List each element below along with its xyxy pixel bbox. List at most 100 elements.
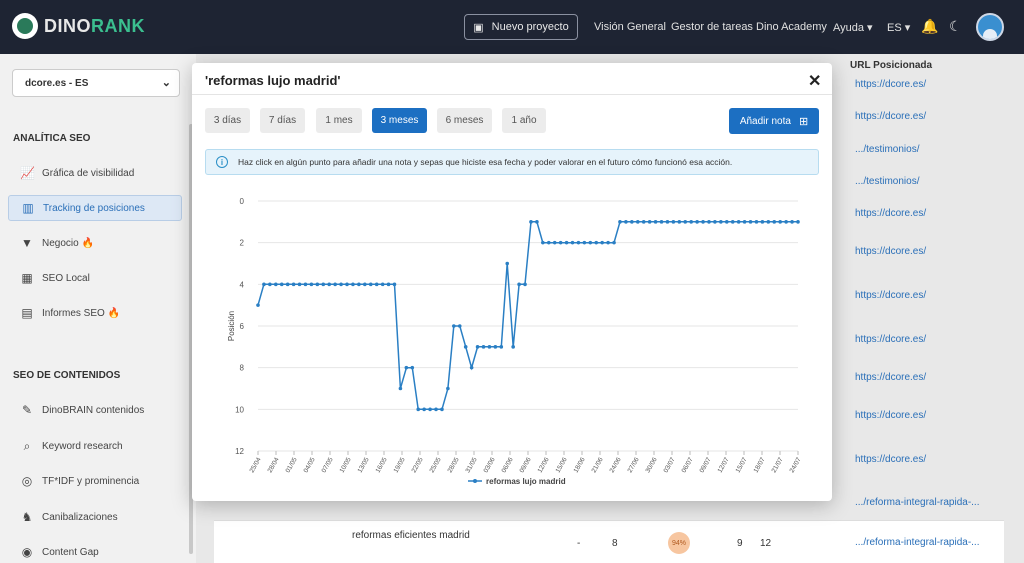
site-selector[interactable]: dcore.es - ES ⌄ [12, 69, 180, 97]
data-point [754, 220, 759, 224]
keyword-cell[interactable]: reformas eficientes madrid [352, 530, 470, 541]
url-link[interactable]: https://dcore.es/ [855, 79, 927, 90]
x-tick-label: 18/07 [753, 456, 767, 474]
table-row[interactable] [214, 520, 1004, 563]
data-point [285, 282, 290, 287]
data-point [600, 240, 604, 245]
sidebar-item-content-gap[interactable]: ◉ Content Gap [8, 539, 182, 563]
avatar[interactable] [976, 13, 1004, 41]
data-point [321, 282, 326, 287]
sidebar-item-local-seo[interactable]: ▦ SEO Local [8, 265, 182, 291]
url-link[interactable]: https://dcore.es/ [855, 111, 927, 122]
x-tick-label: 12/07 [717, 456, 731, 474]
data-point [416, 407, 421, 412]
number-cell: 12 [760, 538, 772, 549]
data-point [742, 220, 747, 224]
new-project-label: Nuevo proyecto [491, 21, 569, 33]
data-point [523, 282, 527, 287]
data-point [434, 407, 438, 412]
sidebar-item-visibility[interactable]: 📈 Gráfica de visibilidad [8, 160, 182, 186]
x-tick-label: 28/05 [447, 456, 461, 474]
data-point [529, 220, 533, 224]
url-link[interactable]: .../reforma-integral-rapida-... [855, 537, 980, 548]
nav-link-help[interactable]: Ayuda ▾ [833, 22, 873, 34]
logo-text-b: RANK [91, 15, 145, 36]
url-column-header[interactable]: URL Posicionada [850, 60, 933, 71]
series-line [257, 221, 798, 411]
sidebar-item-label: Informes SEO 🔥 [42, 307, 121, 319]
data-point [546, 240, 551, 245]
data-point [309, 282, 314, 287]
sidebar-item-tfidf[interactable]: ◎ TF*IDF y prominencia [8, 468, 182, 494]
data-point [653, 220, 658, 224]
url-link[interactable]: .../testimonios/ [855, 144, 920, 155]
sidebar-item-keyword-research[interactable]: ⌕ Keyword research [8, 433, 182, 459]
add-note-button[interactable]: Añadir nota ⊞ [729, 108, 819, 134]
nav-link-dino-academy[interactable]: Dino Academy [756, 21, 827, 33]
url-link[interactable]: .../reforma-integral-rapida-... [855, 497, 980, 508]
x-tick-label: 27/06 [627, 456, 641, 474]
sidebar-item-label: SEO Local [42, 272, 90, 284]
sidebar-item-cannibalization[interactable]: ♞ Canibalizaciones [8, 504, 182, 530]
url-link[interactable]: .../testimonios/ [855, 176, 920, 187]
language-selector[interactable]: ES ▾ [887, 22, 911, 34]
data-point [695, 220, 699, 224]
range-button-3-days[interactable]: 3 días [205, 108, 250, 133]
x-tick-label: 15/06 [555, 456, 569, 474]
sidebar-item-business[interactable]: ▼ Negocio 🔥 [8, 230, 182, 256]
data-point [363, 282, 367, 287]
data-point [790, 220, 794, 224]
url-link[interactable]: https://dcore.es/ [855, 208, 927, 219]
url-link[interactable]: https://dcore.es/ [855, 454, 927, 465]
sidebar-item-dinobrain[interactable]: ✎ DinoBRAIN contenidos [8, 397, 182, 423]
search-icon: ⌕ [23, 438, 31, 453]
data-point [380, 282, 385, 287]
url-link[interactable]: https://dcore.es/ [855, 334, 927, 345]
close-icon[interactable]: ✕ [808, 73, 822, 90]
info-icon: i [216, 156, 228, 168]
new-project-button[interactable]: ▣ Nuevo proyecto [464, 14, 578, 40]
range-button-3-months[interactable]: 3 meses [372, 108, 427, 133]
url-link[interactable]: https://dcore.es/ [855, 246, 927, 257]
data-point [689, 220, 693, 224]
url-link[interactable]: https://dcore.es/ [855, 410, 927, 421]
url-link[interactable]: https://dcore.es/ [855, 372, 927, 383]
moon-icon[interactable]: ☾ [949, 18, 962, 34]
data-point [588, 240, 593, 245]
site-selector-value: dcore.es - ES [25, 77, 89, 89]
data-point [594, 240, 599, 245]
x-tick-label: 28/04 [267, 456, 281, 474]
data-point [463, 345, 468, 349]
position-chart[interactable]: 0 2 4 6 8 10 12 Posición 25/04 28/04 01/05 04/05 07/… [192, 183, 832, 493]
sidebar-item-reports[interactable]: ▤ Informes SEO 🔥 [8, 300, 182, 326]
nav-link-vision-general[interactable]: Visión General [594, 21, 666, 33]
sidebar-item-label: DinoBRAIN contenidos [42, 404, 145, 416]
range-button-6-months[interactable]: 6 meses [437, 108, 492, 133]
url-link[interactable]: https://dcore.es/ [855, 290, 927, 301]
nav-link-task-manager[interactable]: Gestor de tareas [671, 21, 753, 33]
data-point [457, 324, 462, 328]
y-tick-label: 6 [240, 322, 245, 331]
range-button-1-year[interactable]: 1 año [502, 108, 546, 133]
data-point [606, 240, 610, 245]
range-button-1-month[interactable]: 1 mes [316, 108, 362, 133]
data-point [493, 345, 498, 349]
data-point [268, 282, 272, 287]
data-point [297, 282, 302, 287]
data-point [499, 345, 504, 349]
sidebar-item-tracking[interactable]: ▥ Tracking de posiciones [8, 195, 182, 221]
x-tick-label: 06/07 [681, 456, 695, 474]
x-tick-label: 25/05 [429, 456, 443, 474]
sidebar-scrollbar[interactable] [189, 124, 193, 554]
bell-icon[interactable]: 🔔 [921, 18, 939, 34]
x-tick-label: 22/05 [411, 456, 425, 474]
logo-text-a: DINO [44, 15, 91, 36]
x-tick-label: 16/05 [375, 456, 389, 474]
eye-icon: ◉ [21, 545, 33, 559]
range-button-7-days[interactable]: 7 días [260, 108, 305, 133]
dinorank-logo[interactable]: DINORANK [12, 13, 145, 39]
data-point [677, 220, 682, 224]
data-point [541, 240, 545, 245]
sidebar-item-label: Gráfica de visibilidad [42, 167, 135, 179]
sidebar-item-label: Tracking de posiciones [43, 202, 145, 214]
